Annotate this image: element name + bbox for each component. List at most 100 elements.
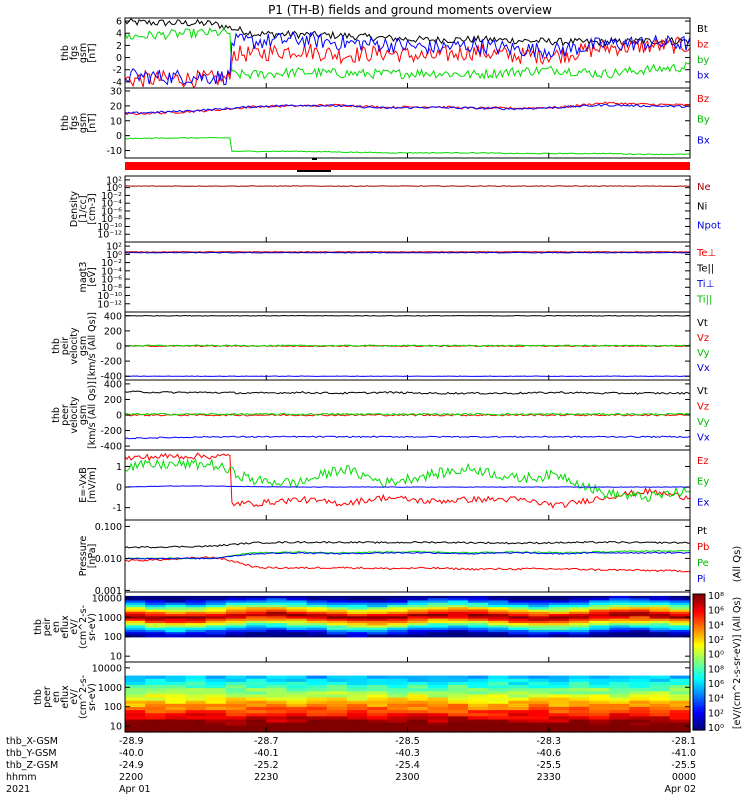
spectrogram-cell (468, 614, 489, 617)
spectrogram-cell (185, 728, 207, 733)
spectrogram-cell (145, 618, 166, 622)
spectrogram-cell (266, 618, 288, 622)
spectrogram-cell (125, 614, 146, 617)
spectrogram-cell (589, 614, 610, 617)
spectrogram-cell (528, 710, 550, 714)
spectrogram-cell (326, 598, 348, 602)
y-tick-label: 6 (116, 17, 122, 28)
spectrogram-cell (246, 605, 267, 608)
spectrogram-cell (266, 691, 288, 695)
spectrogram-cell (225, 629, 247, 633)
spectrogram-cell (548, 678, 570, 683)
spectrogram-cell (306, 602, 328, 606)
spectrogram-cell (387, 609, 409, 613)
spectrogram-cell (326, 691, 348, 695)
spectrogram-cell (286, 697, 308, 702)
spectrogram-cell (326, 681, 348, 686)
spectrogram-cell (326, 600, 348, 604)
ephemeris-value: 2230 (254, 772, 278, 783)
spectrogram-cell (246, 632, 267, 636)
y-tick-label: 400 (104, 311, 122, 322)
colorbar-cell (693, 673, 705, 677)
spectrogram-cell (468, 634, 489, 638)
spectrogram-cell (488, 703, 509, 708)
spectrogram-cell (347, 706, 368, 711)
spectrogram-cell (266, 685, 288, 689)
spectrogram-cell (165, 691, 187, 695)
y-axis-label: peer (60, 404, 71, 426)
spectrogram-cell (246, 629, 267, 633)
y-tick-label: 10⁻² (101, 191, 122, 202)
spectrogram-cell (568, 703, 590, 708)
colorbar-cell (693, 630, 705, 634)
spectrogram-cell (205, 600, 227, 604)
spectrogram-cell (528, 614, 550, 617)
spectrogram-cell (548, 713, 570, 717)
spectrogram-cell (407, 629, 429, 633)
spectrogram-cell (145, 634, 166, 638)
spectrogram-cell (669, 634, 691, 638)
ephemeris-value: -28.1 (671, 736, 696, 747)
spectrogram-cell (145, 725, 166, 730)
spectrogram-cell (468, 620, 489, 624)
spectrogram-cell (407, 627, 429, 631)
ephemeris-row-label: 2021 (6, 784, 30, 795)
spectrogram-cell (125, 627, 146, 631)
spectrogram-cell (246, 623, 267, 626)
spectrogram-cell (669, 706, 691, 711)
spectrogram-cell (347, 627, 368, 631)
spectrogram-cell (145, 703, 166, 708)
spectrogram-cell (225, 691, 247, 695)
spectrogram-cell (609, 678, 631, 683)
spectrogram-cell (508, 716, 530, 720)
spectrogram-cell (488, 616, 509, 620)
spectrogram-cell (326, 688, 348, 692)
spectrogram-cell (548, 632, 570, 636)
spectrogram-cell (225, 634, 247, 638)
legend-entry: Pb (697, 542, 709, 553)
y-tick-label: -200 (100, 357, 122, 368)
spectrogram-cell (447, 600, 469, 604)
spectrogram-cell (468, 616, 489, 620)
spectrogram-cell (367, 691, 388, 695)
spectrogram-cell (407, 625, 429, 629)
ephemeris-value: -28.7 (254, 736, 279, 747)
spectrogram-cell (185, 688, 207, 692)
spectrogram-cell (427, 618, 449, 622)
ephemeris-row-label: thb_Y-GSM (6, 748, 57, 759)
spectrogram-cell (286, 609, 308, 613)
spectrogram-cell (347, 632, 368, 636)
y-tick-label: 10 (110, 722, 122, 733)
spectrogram-cell (649, 713, 671, 717)
spectrogram-cell (205, 632, 227, 636)
spectrogram-cell (326, 620, 348, 624)
colorbar-cell (693, 684, 705, 688)
spectrogram-cell (568, 716, 590, 720)
spectrogram-cell (286, 620, 308, 624)
spectrogram-cell (165, 616, 187, 620)
spectrogram-cell (629, 600, 651, 604)
spectrogram-cell (407, 725, 429, 730)
y-axis-label: gsm (78, 43, 89, 63)
spectrogram-cell (669, 725, 691, 730)
spectrogram-cell (326, 605, 348, 608)
spectrogram-cell (649, 627, 671, 631)
spectrogram-cell (306, 716, 328, 720)
spectrogram-cell (468, 627, 489, 631)
spectrogram-cell (266, 595, 288, 599)
spectrogram-cell (205, 697, 227, 702)
spectrogram-cell (306, 605, 328, 608)
spectrogram-cell (589, 722, 610, 727)
spectrogram-cell (145, 600, 166, 604)
spectrogram-cell (629, 697, 651, 702)
spectrogram-cell (649, 611, 671, 615)
spectrogram-cell (266, 713, 288, 717)
colorbar-cell (693, 702, 705, 706)
flag-bar-strip (125, 162, 690, 170)
spectrogram-cell (205, 602, 227, 606)
spectrogram-cell (347, 634, 368, 638)
spectrogram-cell (165, 629, 187, 633)
spectrogram-cell (468, 632, 489, 636)
spectrogram-cell (347, 703, 368, 708)
